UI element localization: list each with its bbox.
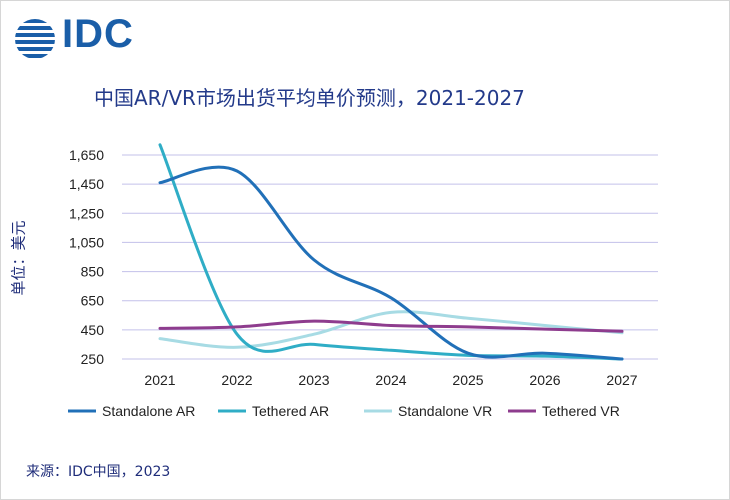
grid-lines (122, 154, 658, 360)
y-tick-label: 1,050 (69, 234, 104, 250)
x-tick-label: 2025 (452, 372, 483, 388)
legend-label-standalone-vr: Standalone VR (398, 403, 492, 419)
y-tick-label: 250 (81, 351, 105, 367)
y-tick-label: 1,650 (69, 147, 104, 163)
series-line-tethered-ar (158, 143, 624, 361)
globe-icon (15, 19, 55, 58)
x-tick-label: 2021 (144, 372, 175, 388)
legend-label-standalone-ar: Standalone AR (102, 403, 195, 419)
series-line-tethered-vr (158, 319, 624, 333)
y-tick-label: 650 (81, 293, 105, 309)
x-tick-label: 2026 (529, 372, 560, 388)
x-tick-label: 2022 (221, 372, 252, 388)
y-tick-labels: 1,650 1,450 1,250 1,050 850 650 450 250 (69, 147, 104, 367)
series-line-standalone-vr (158, 310, 624, 349)
y-tick-label: 450 (81, 322, 105, 338)
y-tick-label: 1,250 (69, 205, 104, 221)
y-tick-label: 850 (81, 264, 105, 280)
series-lines (158, 143, 624, 361)
x-tick-label: 2024 (375, 372, 406, 388)
legend: Standalone AR Tethered AR Standalone VR Tet… (68, 403, 620, 419)
chart-title: 中国AR/VR市场出货平均单价预测，2021-2027 (94, 86, 525, 110)
legend-label-tethered-ar: Tethered AR (252, 403, 329, 419)
x-tick-label: 2027 (606, 372, 637, 388)
logo-text: IDC (62, 12, 134, 56)
y-tick-label: 1,450 (69, 176, 104, 192)
idc-logo: IDC (12, 12, 133, 62)
x-tick-label: 2023 (298, 372, 329, 388)
legend-label-tethered-vr: Tethered VR (542, 403, 620, 419)
series-line-standalone-ar (158, 165, 624, 361)
source-note: 来源：IDC中国，2023 (26, 464, 171, 480)
x-tick-labels: 2021 2022 2023 2024 2025 2026 2027 (144, 372, 637, 388)
